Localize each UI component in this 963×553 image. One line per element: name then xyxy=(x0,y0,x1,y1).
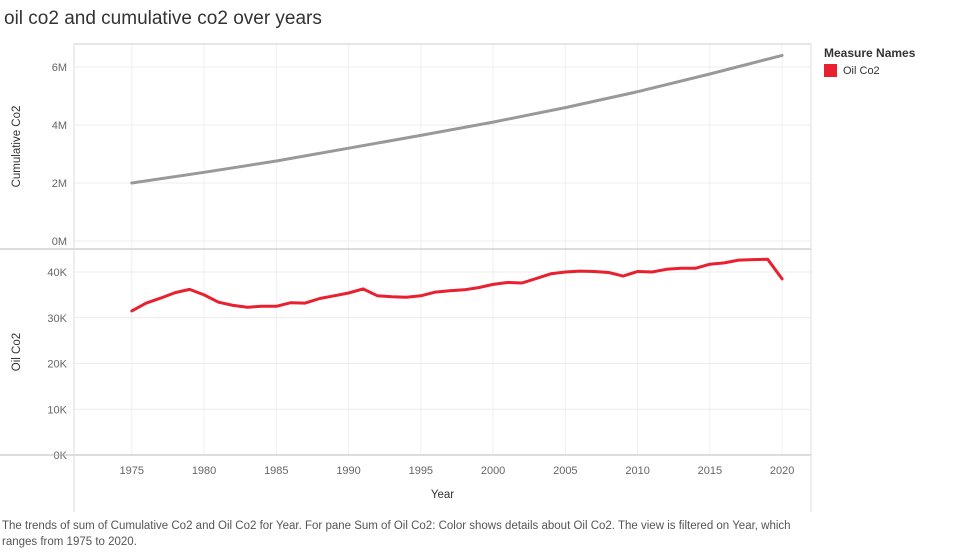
x-tick-label: 2005 xyxy=(553,465,577,477)
x-axis-title: Year xyxy=(431,489,454,501)
x-tick-label: 1995 xyxy=(409,465,433,477)
y-tick-label: 2M xyxy=(52,178,67,190)
y-tick-label: 10K xyxy=(47,404,67,416)
x-tick-label: 2020 xyxy=(770,465,794,477)
oil-co2-line xyxy=(130,257,784,313)
y-tick-label: 20K xyxy=(47,359,67,371)
y-axis-title: Oil Co2 xyxy=(11,333,23,371)
x-tick-label: 1990 xyxy=(336,465,360,477)
legend-swatch xyxy=(824,64,837,77)
chart-caption: The trends of sum of Cumulative Co2 and … xyxy=(2,520,791,548)
x-tick-label: 2015 xyxy=(698,465,722,477)
legend-title: Measure Names xyxy=(824,46,916,60)
y-tick-label: 30K xyxy=(47,313,67,325)
legend-item-oil-co2[interactable]: Oil Co2 xyxy=(824,64,954,77)
cumulative-co2-line xyxy=(130,53,784,185)
legend[interactable]: Measure Names Oil Co2 xyxy=(824,46,954,77)
y-tick-label: 4M xyxy=(52,120,67,132)
chart-title: oil co2 and cumulative co2 over years xyxy=(4,8,322,29)
legend-item-label: Oil Co2 xyxy=(843,64,880,77)
x-tick-label: 1975 xyxy=(120,465,144,477)
x-tick-label: 1980 xyxy=(192,465,216,477)
y-tick-label: 40K xyxy=(47,267,67,279)
y-tick-label: 0K xyxy=(54,450,68,462)
x-tick-label: 2010 xyxy=(625,465,649,477)
y-tick-label: 6M xyxy=(52,62,67,74)
x-tick-label: 1985 xyxy=(264,465,288,477)
y-axis-title: Cumulative Co2 xyxy=(11,106,23,188)
y-tick-label: 0M xyxy=(52,236,67,248)
x-tick-label: 2000 xyxy=(481,465,505,477)
